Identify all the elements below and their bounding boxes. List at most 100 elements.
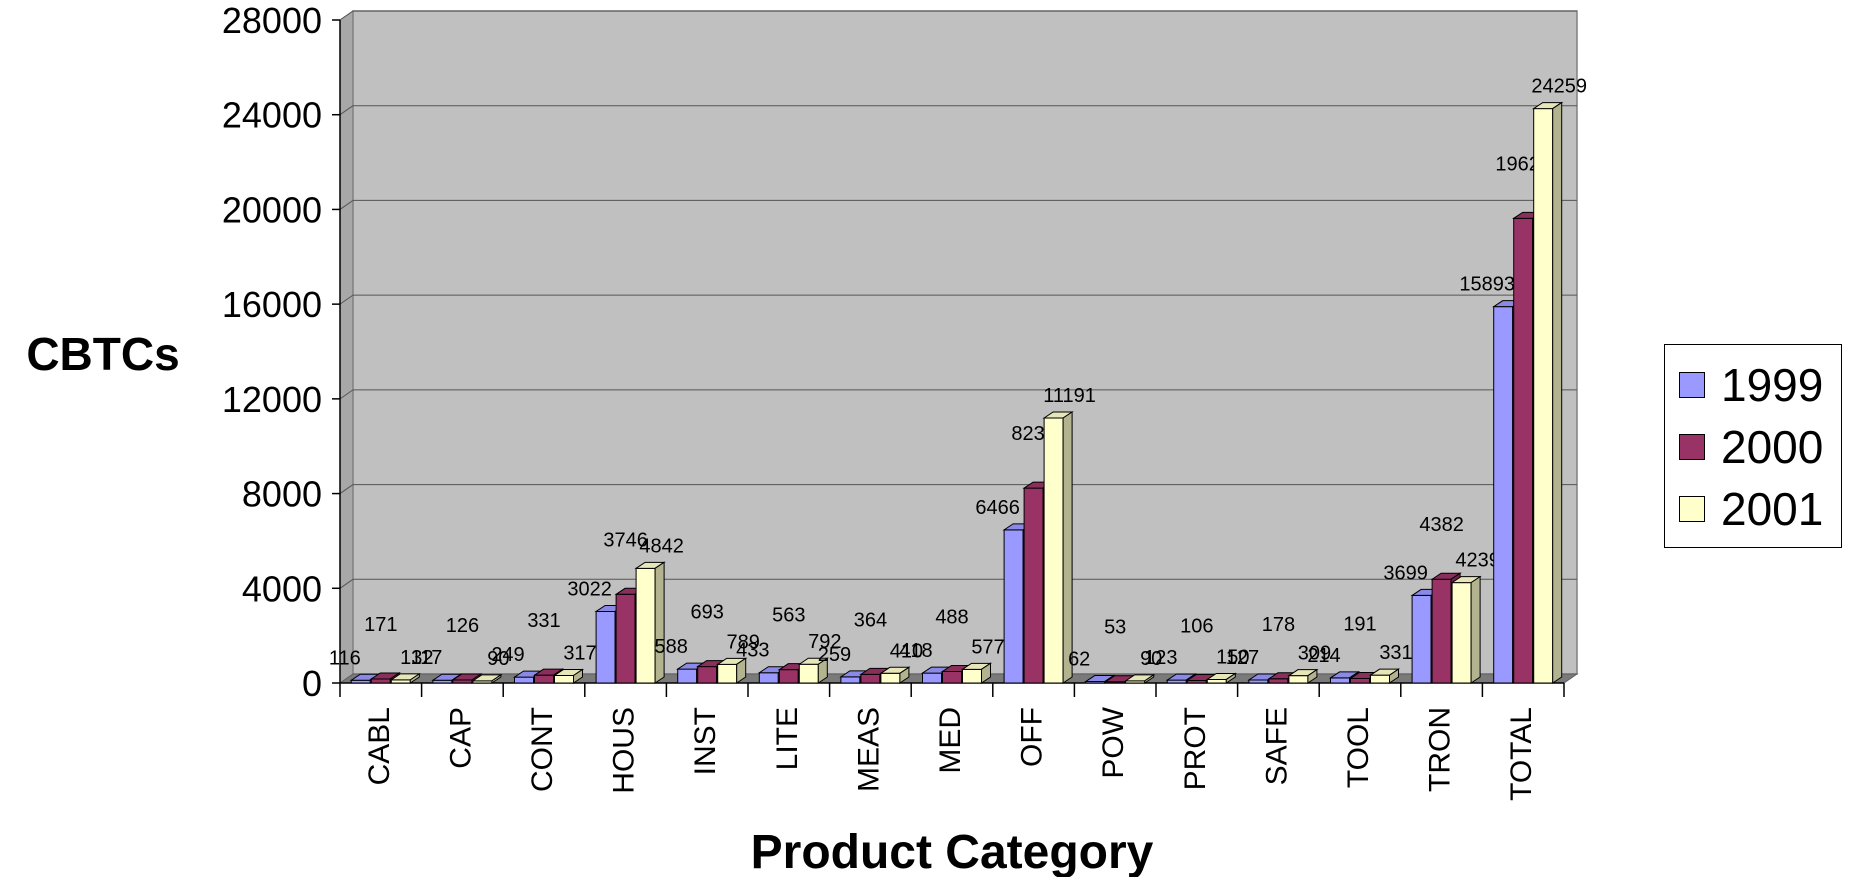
bar-2001-TOOL: [1370, 674, 1390, 684]
data-label-2001-TRON: 4239: [1455, 550, 1500, 572]
gridline-side: [339, 578, 354, 589]
bar-side-2001-TRON: [1470, 575, 1481, 684]
y-tick-label: 12000: [222, 379, 322, 420]
legend-swatch-1999: [1679, 372, 1705, 398]
bar-2000-TOTAL: [1513, 217, 1534, 684]
data-label-2000-HOUS: 3746: [603, 529, 648, 551]
data-label-2001-CAP: 90: [487, 648, 509, 670]
bar-1999-HOUS: [595, 610, 616, 684]
data-label-2000-TRON: 4382: [1419, 514, 1464, 536]
data-label-2000-INST: 693: [691, 602, 724, 624]
data-label-2001-OFF: 11191: [1043, 385, 1096, 407]
x-tick-label-LITE: LITE: [771, 707, 804, 770]
y-tick-label: 16000: [222, 284, 322, 325]
bar-side-2001-PROT: [1225, 672, 1236, 684]
x-tick-label-MEAS: MEAS: [852, 707, 885, 792]
legend-label-2000: 2000: [1721, 421, 1824, 473]
y-tick-label: 28000: [222, 0, 322, 41]
data-label-2000-CONT: 331: [527, 610, 560, 632]
x-tick-label-INST: INST: [689, 707, 722, 775]
data-label-2001-SAFE: 309: [1298, 643, 1331, 665]
data-label-1999-PROT: 123: [1144, 647, 1177, 669]
bar-side-2001-CAP: [491, 673, 502, 684]
bar-2000-CONT: [534, 674, 554, 684]
x-tick-label-MED: MED: [934, 707, 967, 774]
y-tick-label: 0: [302, 663, 322, 704]
bar-side-2001-TOOL: [1389, 668, 1399, 684]
x-tick-label-SAFE: SAFE: [1260, 707, 1293, 785]
data-label-2001-TOTAL: 24259: [1531, 76, 1587, 98]
legend-item-2000: 2000: [1679, 417, 1823, 477]
x-tick-label-PROT: PROT: [1179, 707, 1212, 790]
data-label-2000-PROT: 106: [1180, 615, 1213, 637]
gridline-side: [339, 484, 354, 494]
bar-1999-CONT: [514, 676, 534, 684]
bar-side-2001-CONT: [573, 668, 583, 684]
y-tick-label: 4000: [242, 568, 322, 609]
data-label-1999-POW: 62: [1068, 649, 1090, 671]
y-axis-title: CBTCs: [26, 328, 179, 380]
bar-side-2001-TOTAL: [1552, 101, 1563, 684]
bar-2001-CONT: [554, 674, 574, 684]
x-axis-title: Product Category: [751, 826, 1154, 877]
data-label-1999-HOUS: 3022: [567, 578, 612, 600]
legend-label-2001: 2001: [1721, 483, 1824, 535]
bar-2001-OFF: [1043, 417, 1064, 684]
bar-side-2001-SAFE: [1307, 668, 1318, 684]
x-tick-label-HOUS: HOUS: [608, 707, 641, 794]
data-label-1999-SAFE: 127: [1226, 647, 1259, 669]
side-wall: [339, 10, 354, 684]
bar-2000-MED: [942, 670, 962, 684]
bar-1999-TOOL: [1330, 677, 1350, 684]
bar-side-2001-OFF: [1062, 411, 1073, 684]
x-tick-label-CONT: CONT: [526, 707, 559, 792]
bar-2001-MEAS: [880, 672, 901, 684]
bar-1999-MEAS: [840, 676, 861, 684]
bar-2000-CABL: [370, 678, 391, 684]
bar-2001-INST: [717, 663, 738, 684]
data-label-2001-MEAS: 410: [890, 640, 923, 662]
bar-2001-MED: [962, 668, 982, 684]
legend-swatch-2000: [1679, 434, 1705, 460]
x-tick-label-CABL: CABL: [363, 707, 396, 785]
bar-2001-TOTAL: [1533, 108, 1554, 684]
bar-side-2001-MED: [981, 662, 991, 684]
data-label-1999-MEAS: 259: [818, 644, 851, 666]
data-label-2001-CONT: 317: [563, 642, 596, 664]
data-label-1999-INST: 588: [655, 636, 688, 658]
bar-1999-OFF: [1003, 529, 1024, 684]
data-label-2000-CAP: 126: [446, 615, 479, 637]
data-label-2001-HOUS: 4842: [639, 535, 684, 557]
data-label-1999-CONT: 249: [491, 644, 524, 666]
data-label-2001-TOOL: 331: [1379, 642, 1412, 664]
data-label-2000-MED: 488: [935, 606, 968, 628]
data-label-1999-TRON: 3699: [1383, 562, 1428, 584]
bar-1999-INST: [677, 668, 698, 684]
x-tick-label-POW: POW: [1097, 706, 1130, 778]
x-tick-label-OFF: OFF: [1016, 707, 1049, 767]
bar-2001-HOUS: [635, 567, 656, 684]
legend-item-1999: 1999: [1679, 355, 1823, 415]
bar-2000-INST: [697, 666, 718, 684]
bar-side-2001-POW: [1144, 673, 1155, 684]
data-label-2001-CABL: 132: [400, 647, 433, 669]
data-label-2001-POW: 90: [1140, 648, 1162, 670]
bar-2000-SAFE: [1268, 678, 1289, 684]
data-label-1999-TOTAL: 15893: [1459, 274, 1515, 296]
gridline-side: [339, 389, 354, 400]
bar-2000-TOOL: [1350, 677, 1370, 684]
gridline-side: [339, 294, 354, 305]
bar-side-2001-CABL: [409, 672, 420, 684]
plot-area: [352, 10, 1578, 675]
data-label-2001-MED: 577: [971, 636, 1004, 658]
bar-2001-PROT: [1206, 678, 1227, 684]
bar-side-2001-INST: [736, 657, 747, 684]
bar-1999-MED: [922, 672, 942, 684]
data-label-2000-TOOL: 191: [1343, 613, 1376, 635]
data-label-2001-INST: 789: [727, 631, 760, 653]
data-label-1999-CABL: 116: [329, 647, 361, 669]
bar-2000-MEAS: [860, 673, 881, 684]
gridline-side: [339, 10, 354, 21]
bar-2000-HOUS: [615, 593, 636, 684]
